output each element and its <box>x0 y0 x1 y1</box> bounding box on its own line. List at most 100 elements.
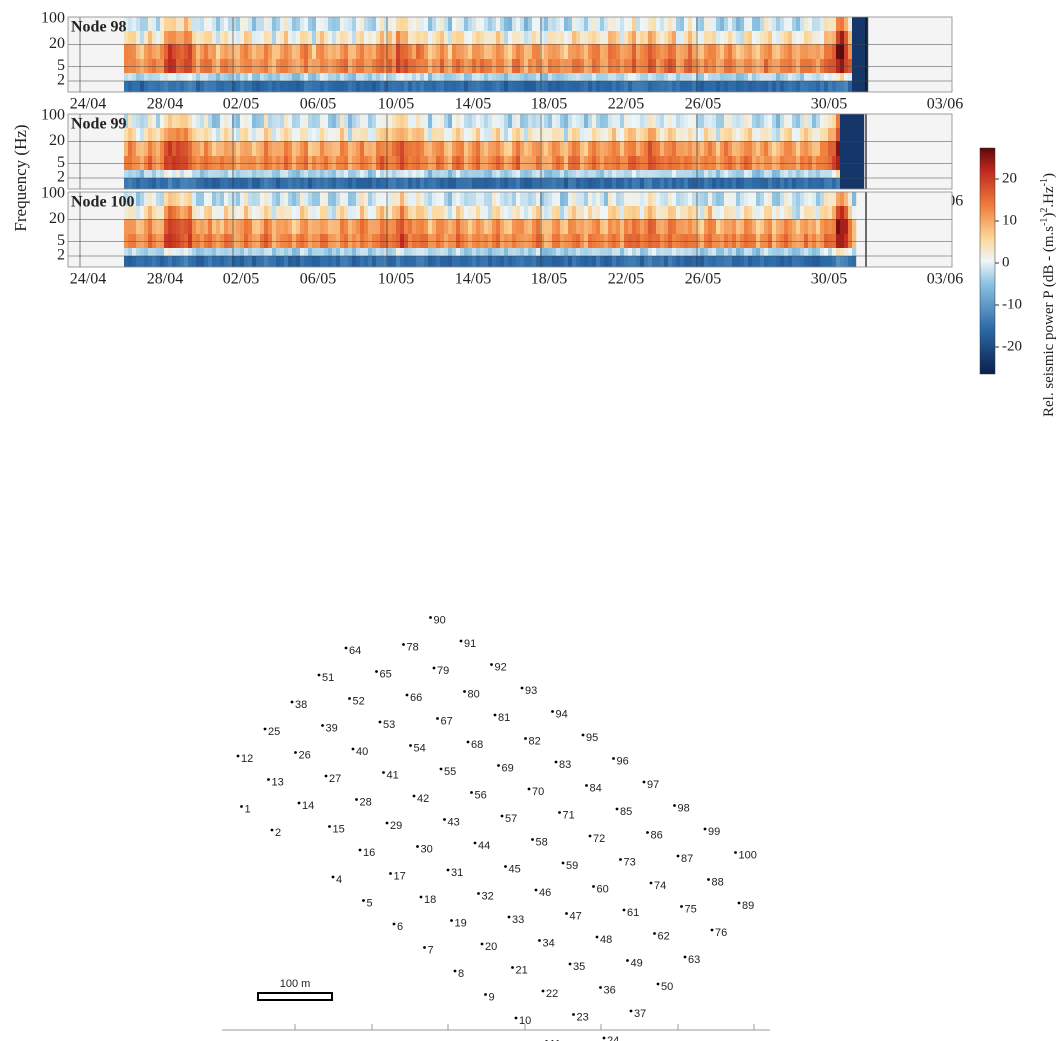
spectrogram-cell <box>148 81 153 92</box>
spectrogram-cell <box>784 17 789 31</box>
spectrogram-cell <box>836 31 841 44</box>
spectrogram-cell <box>644 170 649 178</box>
spectrogram-cell <box>756 59 761 73</box>
spectrogram-cell <box>548 170 553 178</box>
spectrogram-cell <box>144 248 149 256</box>
spectrogram-cell <box>132 128 137 141</box>
spectrogram-cell <box>304 31 309 44</box>
spectrogram-cell <box>400 192 405 206</box>
spectrogram-cell <box>472 170 477 178</box>
spectrogram-cell <box>584 219 589 234</box>
spectrogram-cell <box>712 31 717 44</box>
spectrogram-cell <box>848 206 853 219</box>
spectrogram-cell <box>660 206 665 219</box>
spectrogram-cell <box>716 170 721 178</box>
spectrogram-cell <box>688 206 693 219</box>
spectrogram-cell <box>432 156 437 170</box>
spectrogram-cell <box>320 170 325 178</box>
spectrogram-cell <box>632 31 637 44</box>
spectrogram-cell <box>320 81 325 92</box>
spectrogram-cell <box>732 31 737 44</box>
spectrogram-cell <box>748 81 753 92</box>
spectrogram-cell <box>240 73 245 81</box>
spectrogram-cell <box>508 81 513 92</box>
spectrogram-cell <box>548 17 553 31</box>
spectrogram-cell <box>200 206 205 219</box>
spectrogram-cell <box>296 31 301 44</box>
spectrogram-cell <box>436 248 441 256</box>
spectrogram-cell <box>804 170 809 178</box>
spectrogram-cell <box>836 59 841 73</box>
spectrogram-cell <box>356 256 361 267</box>
spectrogram-cell <box>584 156 589 170</box>
spectrogram-cell <box>252 234 257 248</box>
spectrogram-cell <box>172 31 177 44</box>
spectrogram-cell <box>740 248 745 256</box>
spectrogram-cell <box>424 206 429 219</box>
spectrogram-cell <box>844 81 849 92</box>
spectrogram-cell <box>788 31 793 44</box>
spectrogram-cell <box>604 59 609 73</box>
spectrogram-cell <box>124 248 129 256</box>
spectrogram-cell <box>576 156 581 170</box>
spectrogram-cell <box>400 234 405 248</box>
spectrogram-cell <box>368 44 373 59</box>
spectrogram-cell <box>596 256 601 267</box>
spectrogram-cell <box>356 81 361 92</box>
spectrogram-cell <box>344 178 349 189</box>
spectrogram-cell <box>456 192 461 206</box>
spectrogram-cell <box>584 128 589 141</box>
spectrogram-cell <box>144 114 149 128</box>
spectrogram-cell <box>136 81 141 92</box>
spectrogram-cell <box>452 114 457 128</box>
spectrogram-cell <box>548 248 553 256</box>
spectrogram-cell <box>540 256 545 267</box>
spectrogram-cell <box>148 17 153 31</box>
spectrogram-cell <box>512 17 517 31</box>
spectrogram-cell <box>336 219 341 234</box>
spectrogram-cell <box>232 234 237 248</box>
spectrogram-cell <box>696 73 701 81</box>
node-label: 15 <box>333 823 345 835</box>
spectrogram-cell <box>808 248 813 256</box>
spectrogram-cell <box>704 59 709 73</box>
spectrogram-cell <box>736 141 741 156</box>
spectrogram-cell <box>132 59 137 73</box>
spectrogram-cell <box>240 256 245 267</box>
spectrogram-cell <box>464 59 469 73</box>
spectrogram-cell <box>272 17 277 31</box>
spectrogram-cell <box>816 114 821 128</box>
spectrogram-cell <box>828 128 833 141</box>
spectrogram-cell <box>476 17 481 31</box>
node-label: 78 <box>407 641 419 653</box>
spectrogram-cell <box>184 73 189 81</box>
spectrogram-cell <box>540 206 545 219</box>
spectrogram-cell <box>788 178 793 189</box>
spectrogram-cell <box>188 17 193 31</box>
spectrogram-cell <box>156 114 161 128</box>
spectrogram-cell <box>804 73 809 81</box>
node-marker <box>412 794 416 798</box>
spectrogram-cell <box>608 17 613 31</box>
spectrogram-cell <box>748 234 753 248</box>
spectrogram-cell <box>440 248 445 256</box>
spectrogram-cell <box>368 192 373 206</box>
spectrogram-cell <box>712 178 717 189</box>
spectrogram-cell <box>444 156 449 170</box>
spectrogram-cell <box>828 192 833 206</box>
spectrogram-cell <box>700 178 705 189</box>
spectrogram-cell <box>500 17 505 31</box>
spectrogram-cell <box>280 114 285 128</box>
spectrogram-cell <box>636 59 641 73</box>
spectrogram-cell <box>512 73 517 81</box>
spectrogram-cell <box>416 170 421 178</box>
spectrogram-cell <box>780 178 785 189</box>
spectrogram-cell <box>400 178 405 189</box>
spectrogram-cell <box>164 59 169 73</box>
spectrogram-cell <box>256 192 261 206</box>
spectrogram-cell <box>260 234 265 248</box>
spectrogram-cell <box>444 17 449 31</box>
spectrogram-cell <box>296 141 301 156</box>
spectrogram-cell <box>816 219 821 234</box>
spectrogram-cell <box>160 219 165 234</box>
